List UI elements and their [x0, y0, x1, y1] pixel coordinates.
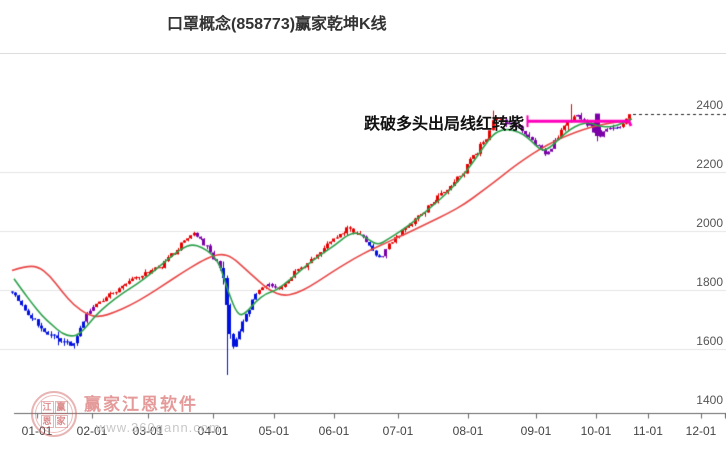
y-tick-label-1600: 1600	[696, 334, 723, 348]
chart-title: 口罩概念(858773)赢家乾坤K线	[167, 16, 387, 33]
watermark-brand-text: 赢家江恩软件	[84, 395, 198, 414]
x-tick-label-10-01: 10-01	[580, 424, 612, 438]
watermark-url-text: www.360gann.com	[96, 420, 221, 435]
x-tick-label-03-01: 03-01	[132, 424, 164, 438]
seal-char: 江	[40, 400, 54, 414]
x-tick-label-05-01: 05-01	[258, 424, 290, 438]
seal-char: 家	[54, 414, 68, 428]
signal-annotation: 跌破多头出局线红转紫	[363, 116, 524, 133]
watermark-seal-characters: 江赢恩家	[40, 400, 68, 428]
y-tick-label-2400: 2400	[696, 98, 723, 112]
title-divider	[0, 53, 726, 54]
x-tick-label-08-01: 08-01	[452, 424, 484, 438]
x-tick-label-09-01: 09-01	[520, 424, 552, 438]
x-tick-label-04-01: 04-01	[197, 424, 229, 438]
seal-char: 赢	[54, 400, 68, 414]
y-tick-label-2200: 2200	[696, 157, 723, 171]
watermark-seal-inner-ring: 江赢恩家	[35, 395, 73, 433]
x-tick-label-02-01: 02-01	[76, 424, 108, 438]
x-tick-label-11-01: 11-01	[633, 424, 663, 438]
x-tick-label-12-01: 12-01	[685, 424, 717, 438]
y-tick-label-1400: 1400	[696, 393, 723, 407]
x-tick-label-07-01: 07-01	[382, 424, 414, 438]
y-tick-label-2000: 2000	[696, 216, 723, 230]
seal-char: 恩	[40, 414, 54, 428]
watermark-seal-logo: 江赢恩家	[31, 391, 77, 437]
y-tick-label-1800: 1800	[696, 275, 723, 289]
x-tick-label-06-01: 06-01	[318, 424, 350, 438]
